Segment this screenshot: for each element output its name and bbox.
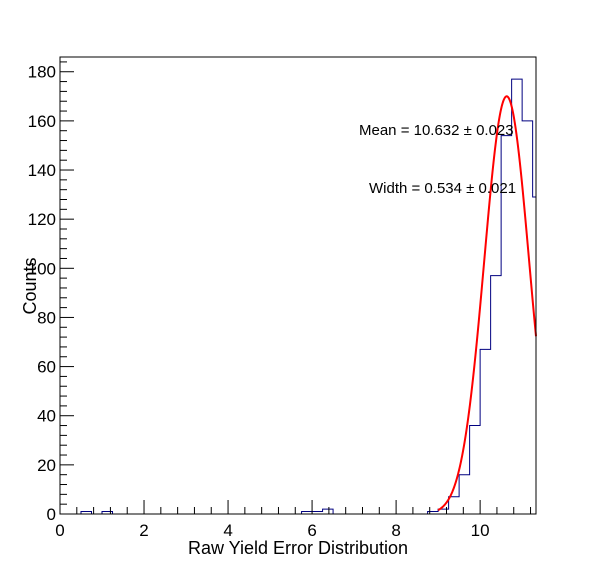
y-tick-label: 140 [28,161,56,180]
y-tick-label: 180 [28,63,56,82]
y-tick-label: 0 [47,505,56,524]
y-axis-title: Counts [20,257,40,314]
x-tick-label: 10 [471,521,490,540]
x-tick-label: 8 [391,521,400,540]
y-tick-label: 100 [28,259,56,278]
gaussian-fit-curve [437,95,537,511]
x-tick-label: 6 [307,521,316,540]
x-tick-label: 2 [139,521,148,540]
y-tick-label: 60 [37,358,56,377]
y-tick-label: 20 [37,456,56,475]
y-tick-label: 120 [28,210,56,229]
mean-annotation: Mean = 10.632 ± 0.023 [359,122,514,139]
x-axis-title: Raw Yield Error Distribution [188,538,408,558]
plot-frame [59,56,537,515]
histogram-steps [80,78,536,514]
y-tick-label: 160 [28,112,56,131]
y-tick-label: 80 [37,308,56,327]
width-annotation: Width = 0.534 ± 0.021 [369,180,517,197]
x-tick-label: 0 [55,521,64,540]
y-tick-label: 40 [37,407,56,426]
x-tick-label: 4 [223,521,232,540]
